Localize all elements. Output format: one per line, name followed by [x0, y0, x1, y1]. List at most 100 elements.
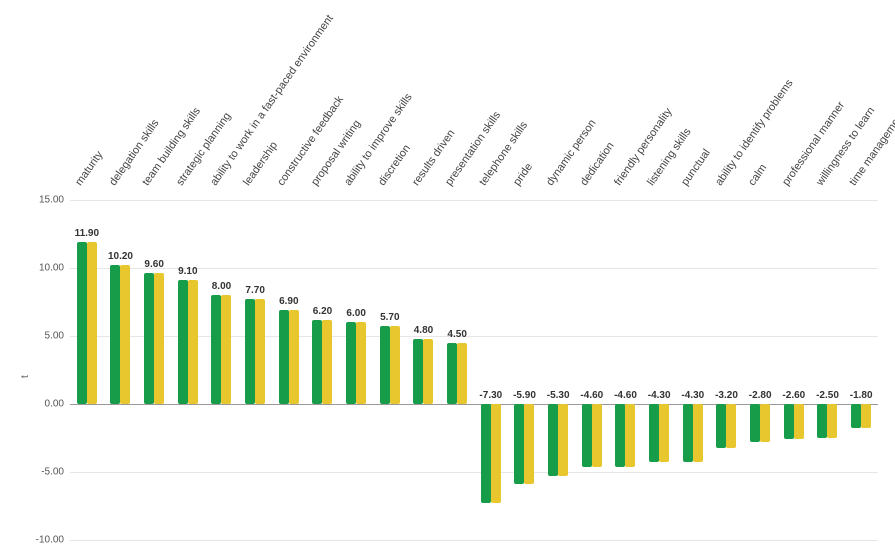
bar-main [649, 404, 659, 462]
bar [380, 326, 400, 404]
bar [279, 310, 299, 404]
value-label: -5.90 [513, 390, 536, 401]
bar-slot: -3.20 [710, 200, 744, 540]
bar-main [784, 404, 794, 439]
bar-accent [457, 343, 467, 404]
bar-main [279, 310, 289, 404]
category-label: ability to improve skills [342, 91, 415, 188]
bar-main [683, 404, 693, 462]
bar-accent [154, 273, 164, 404]
bar-accent [794, 404, 804, 439]
bar-accent [255, 299, 265, 404]
y-axis-label: t [20, 375, 31, 378]
value-label: -3.20 [715, 390, 738, 401]
bar-slot: -1.80 [844, 200, 878, 540]
bar-accent [87, 242, 97, 404]
bar [211, 295, 231, 404]
bar-accent [760, 404, 770, 442]
bar-slot: -4.60 [575, 200, 609, 540]
category-label: team building skills [140, 105, 203, 188]
bar-accent [120, 265, 130, 404]
bar-main [380, 326, 390, 404]
bar-main [750, 404, 760, 442]
value-label: -4.60 [580, 390, 603, 401]
category-label: professional manner [780, 99, 847, 188]
value-label: 9.60 [144, 259, 163, 270]
value-label: -4.60 [614, 390, 637, 401]
category-label: constructive feedback [275, 94, 346, 188]
value-label: 9.10 [178, 266, 197, 277]
bar-main [447, 343, 457, 404]
bar [178, 280, 198, 404]
chart-container: -10.00-5.000.005.0010.0015.0011.9010.209… [0, 0, 895, 559]
bar-main [514, 404, 524, 484]
y-tick-label: 15.00 [18, 195, 64, 206]
plot-area: -10.00-5.000.005.0010.0015.0011.9010.209… [70, 200, 878, 540]
bar-main [582, 404, 592, 467]
value-label: 6.20 [313, 306, 332, 317]
bar [413, 339, 433, 404]
bar [582, 404, 602, 467]
category-label: calm [746, 162, 769, 188]
bar-main [144, 273, 154, 404]
bar-slot: 6.20 [306, 200, 340, 540]
bar-main [481, 404, 491, 503]
bar [851, 404, 871, 428]
bar-accent [491, 404, 501, 503]
category-label: discretion [376, 143, 413, 188]
bar-slot: 5.70 [373, 200, 407, 540]
bar-accent [221, 295, 231, 404]
bar-main [178, 280, 188, 404]
bar-slot: 6.90 [272, 200, 306, 540]
bar-main [346, 322, 356, 404]
value-label: -7.30 [479, 390, 502, 401]
bar-accent [188, 280, 198, 404]
bar-slot: 11.90 [70, 200, 104, 540]
y-tick-label: -5.00 [18, 467, 64, 478]
value-label: -2.80 [749, 390, 772, 401]
value-label: -2.60 [782, 390, 805, 401]
bar [77, 242, 97, 404]
value-label: 11.90 [75, 228, 99, 239]
value-label: -5.30 [547, 390, 570, 401]
bar-slot: -5.30 [541, 200, 575, 540]
bar-slot: 4.80 [407, 200, 441, 540]
value-label: -1.80 [850, 390, 873, 401]
bar-main [716, 404, 726, 448]
value-label: -2.50 [816, 390, 839, 401]
bar-accent [726, 404, 736, 448]
bar-accent [625, 404, 635, 467]
category-label: time management [847, 109, 895, 188]
bar [716, 404, 736, 448]
bar-accent [592, 404, 602, 467]
bar [750, 404, 770, 442]
bar-slot: -2.80 [743, 200, 777, 540]
bar-slot: -4.30 [642, 200, 676, 540]
category-label: maturity [73, 149, 105, 188]
bar-slot: 7.70 [238, 200, 272, 540]
bar-slot: -7.30 [474, 200, 508, 540]
bar-slot: -4.60 [609, 200, 643, 540]
bar [312, 320, 332, 404]
value-label: 5.70 [380, 312, 399, 323]
bar [817, 404, 837, 438]
bar-main [110, 265, 120, 404]
bar [481, 404, 501, 503]
bar-slot: 9.10 [171, 200, 205, 540]
value-label: -4.30 [681, 390, 704, 401]
bar-slot: 8.00 [205, 200, 239, 540]
bar-main [817, 404, 827, 438]
bar [245, 299, 265, 404]
value-label: 4.80 [414, 325, 433, 336]
bar-main [312, 320, 322, 404]
bar-accent [861, 404, 871, 428]
bar [615, 404, 635, 467]
bar-accent [289, 310, 299, 404]
bar-slot: 10.20 [104, 200, 138, 540]
bar [110, 265, 130, 404]
category-label: punctual [679, 147, 713, 188]
bar-accent [524, 404, 534, 484]
bar-main [413, 339, 423, 404]
y-tick-label: 10.00 [18, 263, 64, 274]
bar-slot: 9.60 [137, 200, 171, 540]
